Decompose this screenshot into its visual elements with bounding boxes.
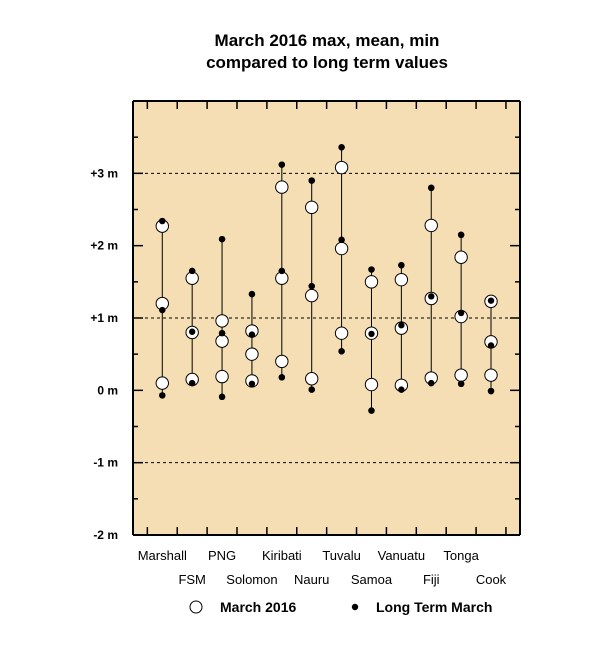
- y-tick-label: 0 m: [97, 383, 118, 397]
- long-term-max-point-overlay: [159, 217, 166, 225]
- long-term-max-point-overlay: [338, 144, 345, 151]
- long-term-mean-point-overlay: [308, 282, 315, 290]
- long-term-min-point-overlay: [278, 374, 286, 381]
- long-term-max-point-overlay: [188, 267, 196, 275]
- x-tick-label: Vanuatu: [378, 548, 425, 563]
- march-2016-min-point: [275, 354, 289, 369]
- long-term-min-point-overlay: [188, 379, 196, 387]
- march-2016-max-point: [454, 250, 468, 264]
- march-2016-max-point: [394, 272, 409, 287]
- legend-long-term-marker: [351, 603, 359, 611]
- long-term-max-point-overlay: [398, 261, 405, 269]
- legend-march-2016-marker: [189, 600, 203, 614]
- march-2016-min-point: [364, 377, 379, 392]
- long-term-min-point-overlay: [428, 379, 435, 387]
- long-term-max-point-overlay: [248, 290, 256, 298]
- y-tick-labels: +3 m +2 m +1 m 0 m -1 m -2 m: [90, 166, 118, 542]
- y-tick-label: -2 m: [93, 528, 118, 542]
- x-tick-label: Samoa: [351, 572, 393, 587]
- long-term-max-point-overlay: [278, 161, 286, 168]
- y-tick-label: +1 m: [90, 311, 118, 325]
- march-2016-max-point: [364, 275, 379, 289]
- long-term-min-point-overlay: [338, 348, 345, 355]
- march-2016-mean-point: [334, 241, 349, 256]
- march-2016-max-point: [334, 160, 349, 175]
- x-tick-label: Tonga: [443, 548, 479, 563]
- march-2016-min-point: [484, 368, 498, 382]
- long-term-mean-point-overlay: [159, 306, 166, 314]
- long-term-mean-point-overlay: [487, 342, 495, 349]
- long-term-mean-point-overlay: [368, 330, 375, 338]
- long-term-min-point-overlay: [487, 387, 495, 395]
- x-tick-label: Marshall: [138, 548, 187, 563]
- march-2016-min-point: [454, 368, 468, 382]
- chart-title-line-2: compared to long term values: [206, 53, 448, 72]
- long-term-mean-point-overlay: [218, 329, 226, 337]
- long-term-min-point-overlay: [398, 386, 405, 393]
- march-2016-mean-point: [305, 288, 319, 303]
- march-2016-max-point: [275, 180, 289, 194]
- long-term-max-point-overlay: [428, 184, 435, 191]
- long-term-min-point-overlay: [248, 380, 256, 388]
- long-term-min-point-overlay: [308, 386, 315, 393]
- march-2016-max-point: [424, 218, 438, 233]
- long-term-max-point-overlay: [308, 177, 315, 184]
- long-term-min-point-overlay: [368, 407, 375, 414]
- march-2016-max-point: [215, 314, 229, 328]
- march-2016-min-point: [334, 326, 349, 340]
- march-2016-min-point: [305, 372, 319, 386]
- legend: March 2016 Long Term March: [189, 599, 492, 615]
- x-tick-label: Kiribati: [262, 548, 302, 563]
- long-term-mean-point-overlay: [428, 293, 435, 300]
- x-tick-label: Nauru: [294, 572, 329, 587]
- y-tick-label: -1 m: [93, 456, 118, 470]
- long-term-max-point-overlay: [457, 231, 465, 239]
- y-tick-label: +3 m: [90, 166, 118, 180]
- long-term-mean-point-overlay: [338, 236, 345, 244]
- march-2016-min-point: [155, 376, 169, 390]
- long-term-mean-point-overlay: [278, 267, 286, 275]
- long-term-max-point-overlay: [368, 266, 375, 273]
- long-term-min-point-overlay: [159, 392, 166, 399]
- march-2016-mean-point: [215, 334, 229, 348]
- x-tick-label: PNG: [208, 548, 236, 563]
- x-tick-label: Cook: [476, 572, 507, 587]
- x-tick-label: FSM: [178, 572, 205, 587]
- long-term-min-point-overlay: [457, 380, 465, 388]
- march-2016-max-point: [305, 200, 319, 215]
- long-term-max-point-overlay: [218, 235, 226, 243]
- long-term-mean-point-overlay: [188, 328, 196, 335]
- legend-march-2016-label: March 2016: [220, 599, 296, 615]
- march-2016-markers: [155, 144, 498, 414]
- long-term-mean-point-overlay: [248, 331, 256, 338]
- grid-lines: [133, 172, 520, 464]
- chart-title-line-1: March 2016 max, mean, min: [215, 31, 440, 50]
- x-tick-label: Solomon: [226, 572, 277, 587]
- long-term-mean-point-overlay: [457, 309, 465, 317]
- long-term-min-point-overlay: [218, 393, 226, 401]
- long-term-max-point-overlay: [487, 297, 495, 304]
- march-2016-mean-point: [245, 347, 259, 361]
- long-term-mean-point-overlay: [398, 322, 405, 329]
- axes: [132, 100, 521, 536]
- x-tick-label: Tuvalu: [322, 548, 361, 563]
- x-tick-label: Fiji: [423, 572, 440, 587]
- y-tick-label: +2 m: [90, 239, 118, 253]
- march-2016-min-point: [215, 369, 229, 384]
- legend-long-term-label: Long Term March: [376, 599, 492, 615]
